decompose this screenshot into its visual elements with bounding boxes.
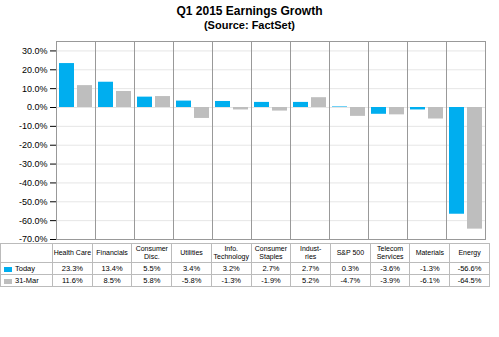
html-text:-1.3%: -1.3% [420, 264, 440, 274]
html-text:11.6%: 11.6% [62, 276, 83, 286]
html-text:Consumer Disc.: Consumer Disc. [135, 245, 168, 260]
svg-text:30.0%: 30.0% [22, 46, 48, 56]
svg-text:-60.0%: -60.0% [19, 216, 48, 226]
svg-text:-30.0%: -30.0% [19, 159, 48, 169]
svg-text:0.0%: 0.0% [27, 102, 48, 112]
html-text:23.3%: 23.3% [61, 264, 83, 274]
html-text:(Source: FactSet): (Source: FactSet) [204, 19, 295, 31]
html-text:S&P 500: S&P 500 [336, 249, 365, 256]
html-text:-56.6%: -56.6% [457, 264, 482, 274]
html-text:5.5%: 5.5% [143, 264, 161, 274]
html-text:Financials: Financials [96, 249, 128, 256]
html-text:13.4%: 13.4% [101, 264, 123, 274]
html-text:-4.7%: -4.7% [340, 276, 361, 286]
html-text:Telecom Services: Telecom Services [376, 245, 404, 260]
html-text:-1.3%: -1.3% [221, 276, 241, 286]
html-text:5.8%: 5.8% [143, 276, 161, 286]
html-text:-3.9%: -3.9% [380, 276, 400, 286]
html-text:2.7%: 2.7% [262, 264, 280, 274]
svg-text:-50.0%: -50.0% [19, 197, 48, 207]
html-text:31-Mar: 31-Mar [15, 276, 39, 286]
html-text:Materials: Materials [415, 249, 444, 256]
svg-text:10.0%: 10.0% [22, 84, 48, 94]
html-text:5.2%: 5.2% [302, 276, 320, 286]
html-text:8.5%: 8.5% [103, 276, 121, 286]
html-text:Indust- ries: Indust- ries [300, 245, 322, 260]
html-text:Info. Technology: Info. Technology [213, 245, 249, 260]
html-text:Utilities: Utilities [180, 249, 203, 256]
html-text:0.3%: 0.3% [341, 264, 359, 274]
svg-text:-40.0%: -40.0% [19, 178, 48, 188]
svg-text:-10.0%: -10.0% [19, 121, 48, 131]
html-text:Q1 2015 Earnings Growth: Q1 2015 Earnings Growth [176, 4, 323, 18]
html-text:Energy: Energy [458, 249, 481, 256]
html-text:-64.5%: -64.5% [457, 276, 482, 286]
html-text:Today: Today [15, 264, 35, 274]
html-text:-5.8%: -5.8% [181, 276, 202, 286]
html-text:-3.6%: -3.6% [380, 264, 400, 274]
html-text:3.4%: 3.4% [183, 264, 201, 274]
html-text:-6.1%: -6.1% [420, 276, 440, 286]
html-text:-1.9%: -1.9% [261, 276, 281, 286]
html-text:2.7%: 2.7% [302, 264, 320, 274]
html-text:Health Care: Health Care [53, 249, 91, 256]
svg-text:-70.0%: -70.0% [19, 234, 48, 243]
html-text:3.2%: 3.2% [222, 264, 240, 274]
svg-text:20.0%: 20.0% [22, 65, 48, 75]
svg-text:-20.0%: -20.0% [19, 140, 48, 150]
html-text:Consumer Staples: Consumer Staples [254, 245, 288, 260]
